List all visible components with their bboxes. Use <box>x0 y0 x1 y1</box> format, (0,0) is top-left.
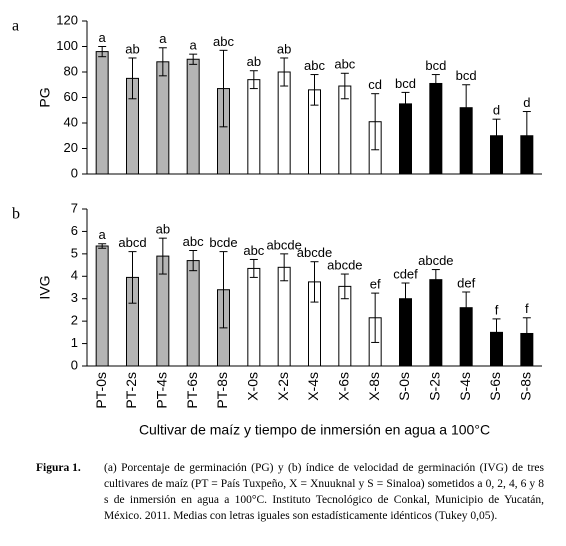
significance-letter: bcd <box>425 58 446 73</box>
y-tick-label: 0 <box>71 165 78 180</box>
x-tick-label: S-0s <box>396 372 412 401</box>
significance-letter: abc <box>213 34 234 49</box>
significance-letter: bcd <box>395 76 416 91</box>
bar <box>429 279 443 367</box>
y-tick-label: 0 <box>71 357 78 372</box>
x-tick-label: S-4s <box>457 372 473 401</box>
y-tick-label: 5 <box>71 245 78 260</box>
significance-letter: f <box>495 302 499 317</box>
bar <box>95 51 109 175</box>
bar <box>186 58 200 175</box>
bar <box>429 82 443 175</box>
bar <box>247 79 261 175</box>
x-tick-label: X-6s <box>336 372 352 401</box>
significance-letter: ab <box>247 54 261 69</box>
caption-text: (a) Porcentaje de germinación (PG) y (b)… <box>104 462 544 522</box>
significance-letter: a <box>99 30 107 45</box>
x-tick-label: PT-2s <box>123 372 139 409</box>
y-tick-label: 20 <box>64 140 78 155</box>
x-tick-label: S-2s <box>427 372 443 401</box>
panel-label: a <box>12 18 19 35</box>
x-tick-label: S-6s <box>487 372 503 401</box>
significance-letter: ab <box>277 41 291 56</box>
significance-letter: abc <box>334 57 355 72</box>
bar <box>247 267 261 367</box>
significance-letter: abcd <box>118 235 146 250</box>
x-tick-label: X-0s <box>245 372 261 401</box>
significance-letter: abc <box>304 58 325 73</box>
y-tick-label: 100 <box>56 38 78 53</box>
significance-letter: bcd <box>456 68 477 83</box>
x-tick-label: PT-6s <box>184 372 200 409</box>
significance-letter: abcde <box>418 253 453 268</box>
significance-letter: ef <box>370 277 381 292</box>
bar <box>277 71 291 175</box>
y-tick-label: 2 <box>71 313 78 328</box>
y-tick-label: 4 <box>71 268 78 283</box>
y-tick-label: 80 <box>64 63 78 78</box>
caption-label: Figura 1. <box>36 462 81 474</box>
x-tick-label: X-2s <box>275 372 291 401</box>
bar <box>156 61 170 175</box>
y-tick-label: 60 <box>64 89 78 104</box>
significance-letter: a <box>99 227 107 242</box>
y-tick-label: 3 <box>71 290 78 305</box>
significance-letter: abc <box>183 234 204 249</box>
significance-letter: cd <box>368 77 382 92</box>
x-tick-label: PT-0s <box>93 372 109 409</box>
x-tick-label: S-8s <box>518 372 534 401</box>
bar <box>277 266 291 367</box>
x-tick-label: PT-8s <box>214 372 230 409</box>
y-tick-label: 1 <box>71 335 78 350</box>
y-axis-label: IVG <box>37 275 53 299</box>
y-tick-label: 6 <box>71 223 78 238</box>
significance-letter: d <box>493 103 500 118</box>
y-tick-label: 7 <box>71 200 78 215</box>
significance-letter: a <box>159 31 167 46</box>
significance-letter: bcde <box>209 235 237 250</box>
x-tick-label: PT-4s <box>154 372 170 409</box>
significance-letter: a <box>190 38 198 53</box>
y-tick-label: 40 <box>64 114 78 129</box>
significance-letter: ab <box>125 41 139 56</box>
y-tick-label: 120 <box>56 12 78 27</box>
significance-letter: d <box>523 95 530 110</box>
significance-letter: abc <box>243 243 264 258</box>
bar <box>95 245 109 367</box>
x-tick-label: X-4s <box>305 372 321 401</box>
significance-letter: abcde <box>266 237 301 252</box>
x-axis-label: Cultivar de maíz y tiempo de inmersión e… <box>139 422 490 438</box>
significance-letter: ab <box>156 222 170 237</box>
significance-letter: abcde <box>297 245 332 260</box>
significance-letter: f <box>525 301 529 316</box>
bar <box>186 260 200 367</box>
y-axis-label: PG <box>37 87 53 107</box>
x-tick-label: X-8s <box>366 372 382 401</box>
panel-label: b <box>12 206 20 223</box>
significance-letter: cdef <box>393 266 418 281</box>
significance-letter: abcde <box>327 257 362 272</box>
significance-letter: def <box>457 275 475 290</box>
